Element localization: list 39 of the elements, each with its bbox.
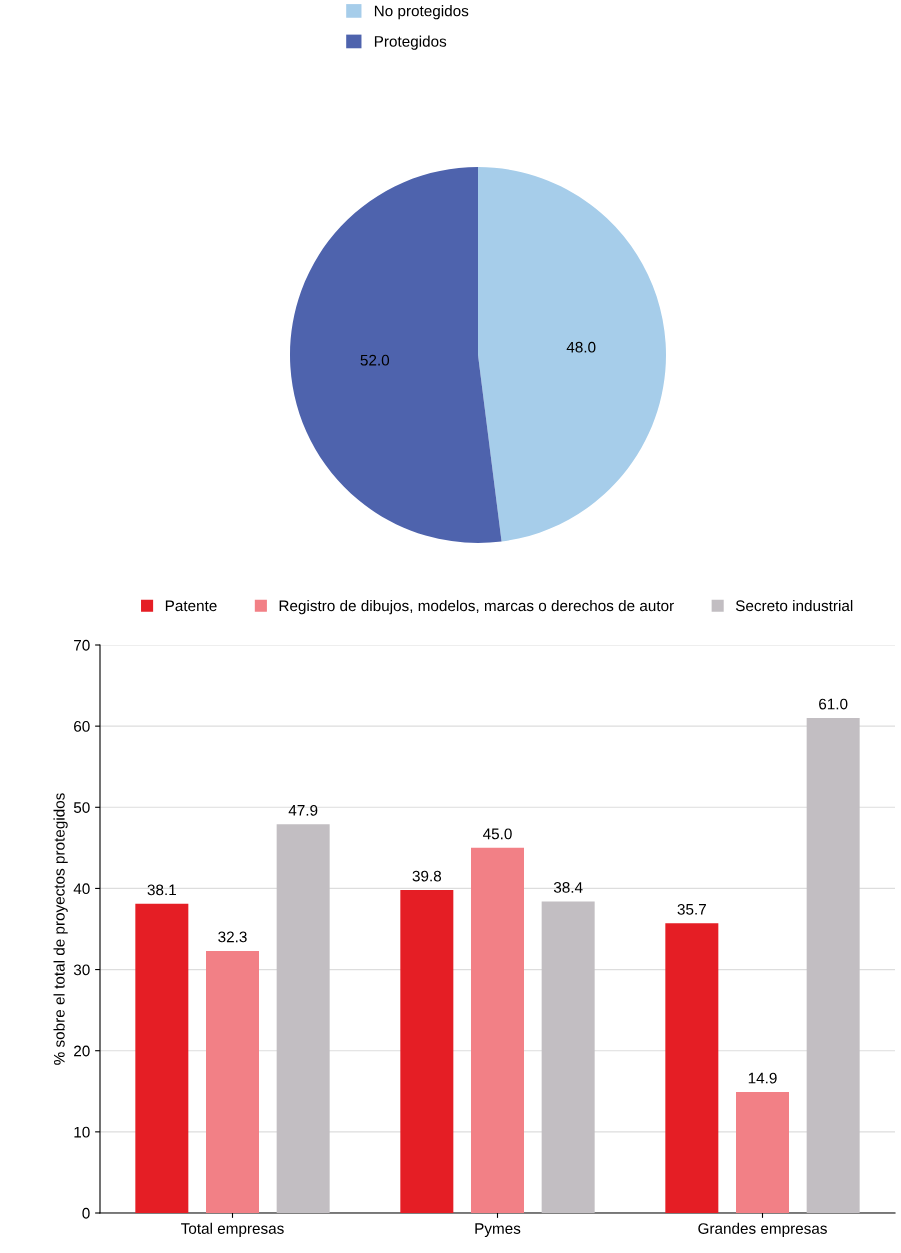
x-tick-label: Pymes [475,1223,521,1237]
data-label: 48.0 [566,341,596,353]
x-tick-label: Total empresas [181,1222,284,1237]
bar [541,901,595,1213]
legend-label: Secreto industrial [735,599,853,612]
data-label: 47.9 [288,804,318,816]
bar [206,950,259,1213]
bar [665,923,719,1213]
y-tick-label: 50 [73,802,90,813]
y-tick-label: 40 [73,883,90,895]
y-tick-label: 20 [74,1045,90,1057]
bar [806,718,860,1213]
data-label: 32.3 [218,931,247,943]
bar [276,824,330,1213]
data-label: 39.8 [412,870,442,882]
pie-slice [478,167,666,542]
y-tick-label: 60 [74,721,90,732]
data-label: 38.4 [553,882,583,893]
data-label: 14.9 [748,1072,777,1084]
x-tick-label: Grandes empresas [698,1222,827,1237]
y-tick-label: 70 [74,639,90,651]
data-label: 61.0 [819,698,848,710]
bar [471,847,524,1213]
data-label: 35.7 [677,903,706,915]
legend-label: No protegidos [374,5,469,20]
pie-slice [290,167,502,543]
data-label: 38.1 [147,884,176,896]
y-tick-label: 0 [82,1207,90,1219]
legend-label: Patente [165,600,217,612]
y-tick-label: 30 [73,964,90,976]
y-axis-title: % sobre el total de proyectos protegidos [53,793,68,1065]
legend-label: Registro de dibujos, modelos, marcas o derechos de autor [279,599,674,615]
data-label: 45.0 [482,828,512,840]
legend-label: Protegidos [374,35,447,50]
y-tick-label: 10 [74,1126,90,1138]
bar [736,1092,789,1213]
data-label: 52.0 [360,354,390,366]
bar [400,890,454,1213]
bar [135,903,189,1213]
